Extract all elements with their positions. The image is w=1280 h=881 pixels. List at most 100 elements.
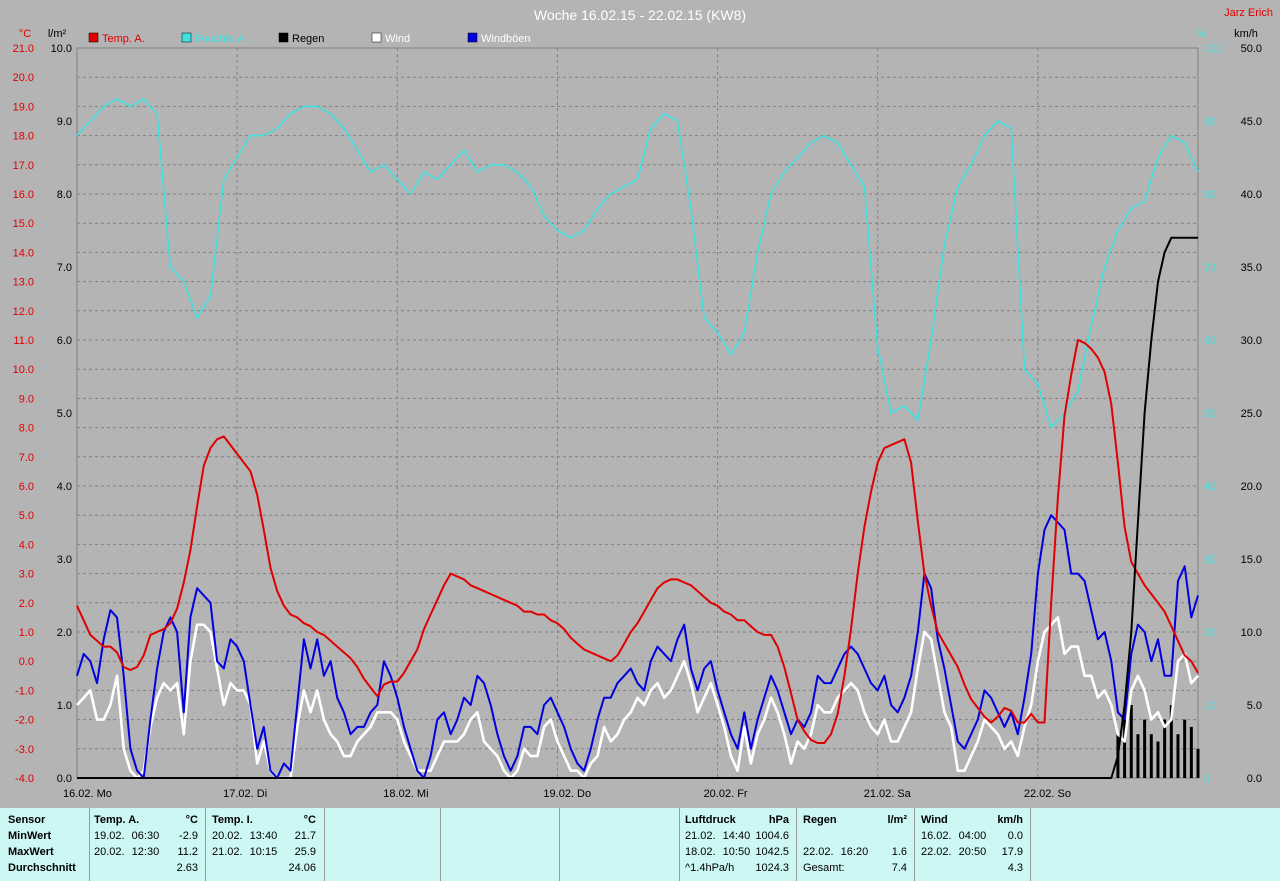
temp-tick-label: 0.0 (19, 656, 34, 668)
legend-swatch (278, 32, 289, 43)
pressure-max-date: 18.02. (685, 846, 716, 858)
wind-tick-label: 40.0 (1241, 189, 1262, 201)
legend-swatch (371, 32, 382, 43)
temp-tick-label: 20.0 (13, 72, 34, 84)
temp-i-column: Temp. I. °C 20.02. 13:40 21.7 21.02. 10:15… (212, 812, 320, 876)
temp-tick-label: 17.0 (13, 160, 34, 172)
rain-bar (1196, 748, 1200, 778)
rain-tick-label: 1.0 (57, 700, 72, 712)
temperature-axis: 21.0 20.0 19.0 18.0 17.0 16.0 15.0 14.0 13.0 12.0… (13, 43, 34, 785)
rain-column: Regen l/m² 22.02. 16:20 1.6 Gesamt: 7.4 (803, 812, 911, 876)
wind-title: Wind (921, 814, 948, 826)
rain-bar (1149, 734, 1153, 778)
temp-tick-label: 11.0 (13, 335, 34, 347)
temp-tick-label: 15.0 (13, 218, 34, 230)
wind-tick-label: 50.0 (1241, 43, 1262, 55)
humidity-tick-label: 100 (1204, 43, 1222, 55)
sensor-label: Sensor (8, 814, 46, 826)
wind-tick-label: 15.0 (1241, 554, 1262, 566)
humidity-tick-label: 60 (1204, 335, 1216, 347)
rain-tick-label: 10.0 (51, 43, 72, 55)
pressure-current: 1024.3 (755, 862, 789, 874)
rain-tick-label: 9.0 (57, 116, 72, 128)
legend: Temp. A. Feuchte A. Regen Wind Windböen (88, 32, 531, 45)
rain-tick-label: 0.0 (57, 773, 72, 785)
wind-axis: 50.0 45.0 40.0 35.0 30.0 25.0 20.0 15.0 10.0 5.0 0… (1241, 43, 1262, 785)
temp-tick-label: -4.0 (15, 773, 34, 785)
temp-tick-label: 2.0 (19, 598, 34, 610)
pressure-min-time: 14:40 (722, 830, 751, 842)
temp-a-avg-value: 2.63 (176, 862, 198, 874)
series-line-feuchte-a (76, 98, 1199, 429)
day-label: 16.02. Mo (63, 788, 112, 800)
max-label: MaxWert (8, 846, 54, 858)
humidity-tick-label: 50 (1204, 408, 1216, 420)
rain-tick-label: 5.0 (57, 408, 72, 420)
temp-tick-label: 9.0 (19, 393, 34, 405)
day-label: 21.02. Sa (864, 788, 912, 800)
temp-tick-label: 7.0 (19, 452, 34, 464)
rain-tick-label: 3.0 (57, 554, 72, 566)
legend-label: Temp. A. (102, 33, 145, 45)
temp-i-min-value: 21.7 (294, 830, 316, 842)
wind-column: Wind km/h 16.02. 04:00 0.0 22.02. 20:50 17.… (921, 812, 1027, 876)
wind-max-time: 20:50 (958, 846, 987, 858)
rain-tick-label: 6.0 (57, 335, 72, 347)
pressure-title: Luftdruck (685, 814, 736, 826)
temp-unit-label: °C (19, 28, 31, 40)
rain-bar (1163, 719, 1167, 778)
rain-tick-label: 2.0 (57, 627, 72, 639)
wind-tick-label: 0.0 (1247, 773, 1262, 785)
wind-avg-value: 4.3 (1007, 862, 1023, 874)
humidity-tick-label: 70 (1204, 262, 1216, 274)
day-label: 17.02. Di (223, 788, 267, 800)
rain-bar (1129, 705, 1133, 778)
pressure-min-value: 1004.6 (755, 830, 789, 842)
temp-a-min-time: 06:30 (131, 830, 160, 842)
pressure-min-date: 21.02. (685, 830, 716, 842)
legend-label: Windböen (481, 33, 531, 45)
rain-title: Regen (803, 814, 837, 826)
temp-a-max-date: 20.02. (94, 846, 125, 858)
temp-a-max-time: 12:30 (131, 846, 160, 858)
wind-tick-label: 20.0 (1241, 481, 1262, 493)
temp-tick-label: 14.0 (13, 247, 34, 259)
wind-min-date: 16.02. (921, 830, 952, 842)
rain-max-time: 16:20 (840, 846, 869, 858)
day-label: 18.02. Mi (383, 788, 428, 800)
temp-tick-label: -3.0 (15, 744, 34, 756)
wind-tick-label: 5.0 (1247, 700, 1262, 712)
temp-a-min-value: -2.9 (179, 830, 198, 842)
legend-label: Wind (385, 33, 410, 45)
humidity-tick-label: 10 (1204, 700, 1216, 712)
humidity-tick-label: 20 (1204, 627, 1216, 639)
wind-tick-label: 10.0 (1241, 627, 1262, 639)
temp-i-min-date: 20.02. (212, 830, 243, 842)
humidity-tick-label: 0 (1204, 773, 1210, 785)
pressure-unit: hPa (768, 814, 789, 826)
author-label: Jarz Erich (1224, 7, 1273, 19)
day-label: 20.02. Fr (704, 788, 748, 800)
wind-tick-label: 25.0 (1241, 408, 1262, 420)
rain-max-value: 1.6 (891, 846, 907, 858)
rain-bar (1143, 719, 1147, 778)
rain-bar (1156, 741, 1160, 778)
temp-tick-label: -1.0 (15, 685, 34, 697)
humidity-tick-label: 90 (1204, 116, 1216, 128)
temp-tick-label: -2.0 (15, 715, 34, 727)
temp-tick-label: 18.0 (13, 131, 34, 143)
plot-area (76, 47, 1199, 779)
pressure-trend: ^1.4hPa/h (685, 862, 735, 874)
wind-unit: km/h (997, 814, 1023, 826)
day-label: 19.02. Do (543, 788, 591, 800)
min-label: MinWert (8, 830, 52, 842)
temp-tick-label: 1.0 (19, 627, 34, 639)
day-label: 22.02. So (1024, 788, 1071, 800)
rain-axis: 10.0 9.0 8.0 7.0 6.0 5.0 4.0 3.0 2.0 1.0 0.0 (51, 43, 72, 785)
legend-label: Feuchte A. (195, 33, 248, 45)
wind-min-time: 04:00 (958, 830, 987, 842)
rain-total-value: 7.4 (891, 862, 907, 874)
wind-tick-label: 35.0 (1241, 262, 1262, 274)
wind-max-value: 17.9 (1001, 846, 1023, 858)
